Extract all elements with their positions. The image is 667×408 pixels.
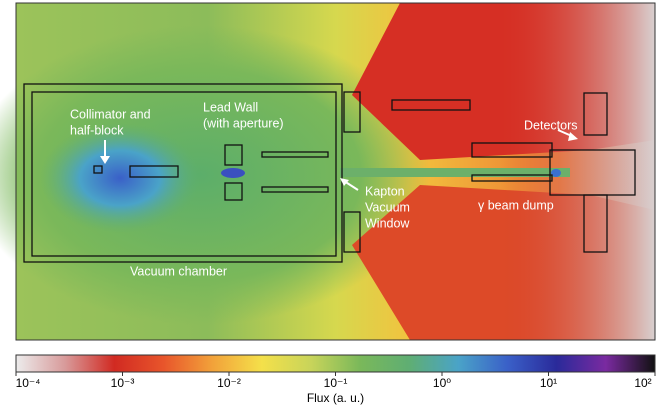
colorbar-scale (15, 354, 656, 373)
colorbar-tick-label: 10⁰ (433, 376, 451, 390)
annotations: Collimator and half-block Lead Wall (with a… (70, 100, 578, 278)
annotation: Vacuum chamber (130, 264, 227, 278)
annotation: Collimator and (70, 107, 151, 121)
annotation: Lead Wall (203, 100, 258, 114)
geometry (15, 2, 656, 341)
colorbar-tick-label: 10⁻² (217, 376, 241, 390)
colorbar-tick-label: 10⁻¹ (324, 376, 348, 390)
colorbar: 10⁻⁴ 10⁻³ 10⁻² 10⁻¹ 10⁰ 10¹ 10² Flux (a. u.) (15, 354, 656, 405)
colorbar-label: Flux (a. u.) (307, 391, 364, 405)
annotation: Detectors (524, 118, 578, 132)
annotation: Window (365, 216, 410, 230)
colorbar-tick-label: 10² (634, 376, 651, 390)
annotation: Kapton (365, 184, 405, 198)
colorbar-tick-label: 10⁻³ (111, 376, 135, 390)
annotation: (with aperture) (203, 116, 284, 130)
flux-map (0, 3, 655, 340)
annotation: half-block (70, 123, 124, 137)
annotation: Vacuum (365, 200, 410, 214)
annotation: γ beam dump (478, 198, 554, 212)
arrows (100, 129, 578, 191)
colorbar-tick-label: 10⁻⁴ (16, 376, 41, 390)
colorbar-tick-label: 10¹ (540, 376, 557, 390)
